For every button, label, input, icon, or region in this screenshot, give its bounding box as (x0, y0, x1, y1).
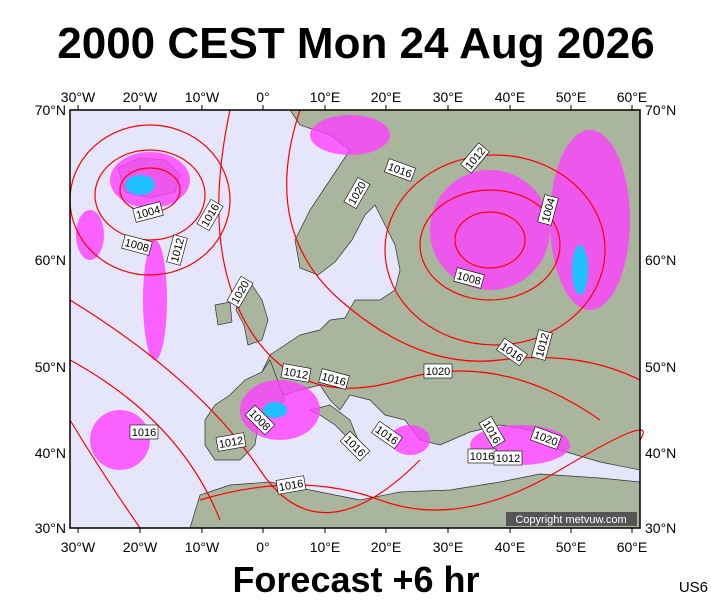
lon-label-bottom: 20°E (371, 539, 402, 555)
isobar-label-box (478, 415, 506, 449)
isobar-label-text: 1012 (496, 453, 520, 465)
lon-label-bottom: 20°W (123, 539, 158, 555)
isobar-label-box (280, 363, 312, 383)
lat-label-left: 60°N (35, 252, 66, 268)
lat-label-left: 70°N (35, 102, 66, 118)
lon-label-top: 20°W (123, 89, 158, 105)
lon-label-bottom: 30°W (61, 539, 96, 555)
isobar-label: 1008 (453, 267, 485, 289)
lon-label-top: 60°E (617, 89, 648, 105)
isobar-label: 1016 (318, 368, 350, 390)
isobar-label-text: 1012 (218, 435, 244, 451)
lon-label-top: 40°E (495, 89, 526, 105)
lon-label-bottom: 30°E (433, 539, 464, 555)
isobar-label-box (215, 432, 247, 452)
isobar-label-box (121, 234, 153, 256)
copyright-box (506, 512, 637, 526)
code-label: US6 (679, 579, 708, 596)
lon-label-top: 10°W (185, 89, 220, 105)
isobar-label-box (496, 337, 528, 367)
lon-label-bottom: 60°E (617, 539, 648, 555)
isobar-label-box (275, 475, 307, 495)
isobar-label-box (453, 267, 485, 289)
lat-label-left: 50°N (35, 359, 66, 375)
isobar-label-box (371, 420, 403, 450)
isobar-label-box (196, 198, 224, 232)
lon-label-bottom: 40°E (495, 539, 526, 555)
lon-label-top: 10°E (310, 89, 341, 105)
isobar-label: 1016 (129, 424, 159, 440)
isobar-label: 1016 (467, 448, 497, 464)
isobar-label: 1012 (280, 363, 312, 383)
lat-label-right: 40°N (645, 445, 676, 461)
isobar-label: 1020 (423, 363, 453, 379)
lon-label-top: 30°W (61, 89, 96, 105)
map-frame (69, 109, 641, 529)
isobar-label: 1004 (132, 201, 164, 223)
isobar-label-box (530, 426, 562, 450)
lat-label-right: 50°N (645, 359, 676, 375)
isobar-label-box (343, 176, 371, 210)
lon-label-top: 0° (256, 89, 269, 105)
isobar-label: 1012 (166, 234, 188, 266)
isobar-label-box (132, 201, 164, 223)
title: 2000 CEST Mon 24 Aug 2026 (57, 19, 654, 68)
lat-label-left: 40°N (35, 445, 66, 461)
lat-label-right: 70°N (645, 102, 676, 118)
isobar-label: 1012 (215, 432, 247, 452)
isobar-label-box (537, 194, 559, 226)
lat-label-right: 30°N (645, 520, 676, 536)
copyright: Copyright metvuw.com (515, 514, 626, 526)
isobar-label-box (226, 275, 254, 309)
isobar-label-box (493, 450, 523, 466)
isobar-label: 1016 (275, 475, 307, 495)
isobar-label-box (384, 158, 416, 182)
isobar-label-box (460, 142, 490, 174)
lat-label-left: 30°N (35, 520, 66, 536)
isobar-label-box (531, 329, 553, 361)
lon-label-bottom: 10°E (310, 539, 341, 555)
isobar-label-text: 1012 (283, 366, 309, 382)
heavy-precipitation (125, 175, 588, 418)
isobar-label: 1008 (121, 234, 153, 256)
isobar-label: 1004 (537, 194, 559, 226)
lon-label-bottom: 10°W (185, 539, 220, 555)
forecast-label: Forecast +6 hr (232, 559, 479, 600)
isobar-label: 1012 (531, 329, 553, 361)
isobar-label-box (339, 430, 371, 462)
lon-label-top: 50°E (556, 89, 587, 105)
labels: 30°W 30°W 20°W 20°W 10°W 10°W 0° 0° 10°E 10°E 20°E… (35, 89, 677, 555)
isobar-label-box (166, 234, 188, 266)
isobar-label: 1012 (493, 450, 523, 466)
isobar-label-text: 1016 (278, 478, 304, 494)
lon-label-top: 20°E (371, 89, 402, 105)
isobar-label-box (318, 368, 350, 390)
lat-label-right: 60°N (645, 252, 676, 268)
lon-label-bottom: 0° (256, 539, 269, 555)
isobar-label-box (423, 363, 453, 379)
lon-label-bottom: 50°E (556, 539, 587, 555)
isobar-label-box (244, 404, 276, 436)
isobar-label-text: 1020 (426, 366, 450, 378)
isobar-label-box (129, 424, 159, 440)
lon-label-top: 30°E (433, 89, 464, 105)
isobar-label-text: 1016 (470, 451, 494, 463)
isobar-label-text: 1016 (132, 427, 156, 439)
map: Copyright metvuw.com (69, 109, 644, 529)
